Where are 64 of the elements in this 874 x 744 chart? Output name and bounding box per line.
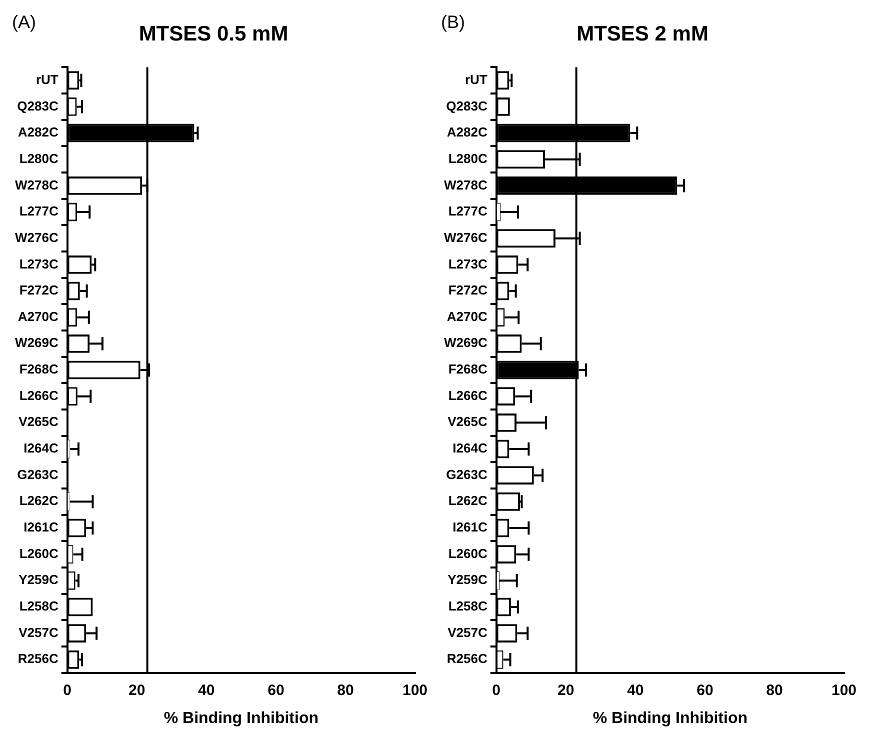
y-tick-label: R256C <box>18 651 59 666</box>
y-tick-label: I261C <box>452 520 488 535</box>
x-tick-label: 100 <box>831 682 857 699</box>
y-tick-label: rUT <box>464 72 488 87</box>
x-axis-title: % Binding Inhibition <box>164 710 318 727</box>
y-tick-label: L273C <box>19 256 59 272</box>
y-tick-label: W269C <box>14 335 59 350</box>
text: (A) <box>12 12 36 33</box>
y-tick-label: L266C <box>448 388 488 403</box>
y-tick-label: L258C <box>19 598 59 614</box>
y-tick-label: G263C <box>17 466 59 482</box>
y-tick-label: W276C <box>14 230 59 245</box>
x-tick-label: 80 <box>337 682 354 699</box>
y-tick-label: V265C <box>18 414 59 430</box>
y-tick-label: L277C <box>448 204 488 219</box>
y-tick-label: R256C <box>446 651 488 666</box>
y-tick-label: G263C <box>446 466 488 482</box>
y-tick-label: V257C <box>448 624 488 640</box>
y-tick-label: F272C <box>448 282 488 298</box>
y-tick-label: I261C <box>24 520 59 535</box>
x-tick-label: 60 <box>696 682 714 699</box>
y-tick-label: L262C <box>19 493 59 508</box>
y-tick-label: Q283C <box>17 98 59 114</box>
y-tick-label: A282C <box>18 124 59 140</box>
y-tick-label: rUT <box>36 72 58 87</box>
y-tick-label: A282C <box>446 124 488 140</box>
y-tick-label: W276C <box>444 230 488 245</box>
y-tick-label: L260C <box>448 546 488 561</box>
y-tick-label: L262C <box>448 493 488 508</box>
x-tick-label: 100 <box>402 682 428 699</box>
x-tick-label: 40 <box>198 682 215 699</box>
y-tick-label: L280C <box>19 150 59 166</box>
text: (B) <box>441 12 465 33</box>
y-tick-label: A270C <box>18 308 59 324</box>
x-tick-label: 20 <box>558 682 574 699</box>
chart-title: MTSES 2 mM <box>576 22 708 46</box>
y-tick-label: V257C <box>18 624 59 640</box>
y-tick-label: Y259C <box>448 572 488 588</box>
x-tick-label: 60 <box>268 682 284 699</box>
y-tick-label: L273C <box>448 256 488 272</box>
y-tick-label: V265C <box>448 414 488 430</box>
x-tick-label: 20 <box>128 682 146 699</box>
x-tick-label: 40 <box>627 682 644 699</box>
y-tick-label: I264C <box>24 440 59 456</box>
y-tick-label: A270C <box>446 308 488 324</box>
y-tick-label: L258C <box>448 598 488 614</box>
chart-title: MTSES 0.5 mM <box>138 22 288 46</box>
y-tick-label: F268C <box>19 362 59 377</box>
y-tick-label: W278C <box>14 177 59 192</box>
y-tick-label: F268C <box>448 362 488 377</box>
y-tick-label: W278C <box>444 177 488 192</box>
y-tick-label: L277C <box>19 204 59 219</box>
y-tick-label: I264C <box>452 440 488 456</box>
x-tick-label: 80 <box>766 682 783 699</box>
y-tick-label: Y259C <box>18 572 59 588</box>
y-tick-label: F272C <box>19 282 59 298</box>
y-tick-label: L280C <box>448 150 488 166</box>
y-tick-label: L260C <box>19 546 59 561</box>
y-tick-label: L266C <box>19 388 59 403</box>
x-axis-title: % Binding Inhibition <box>592 710 748 727</box>
x-tick-label: 0 <box>492 682 501 699</box>
y-tick-label: W269C <box>444 335 488 350</box>
x-tick-label: 0 <box>63 682 72 699</box>
y-tick-label: Q283C <box>446 98 488 114</box>
